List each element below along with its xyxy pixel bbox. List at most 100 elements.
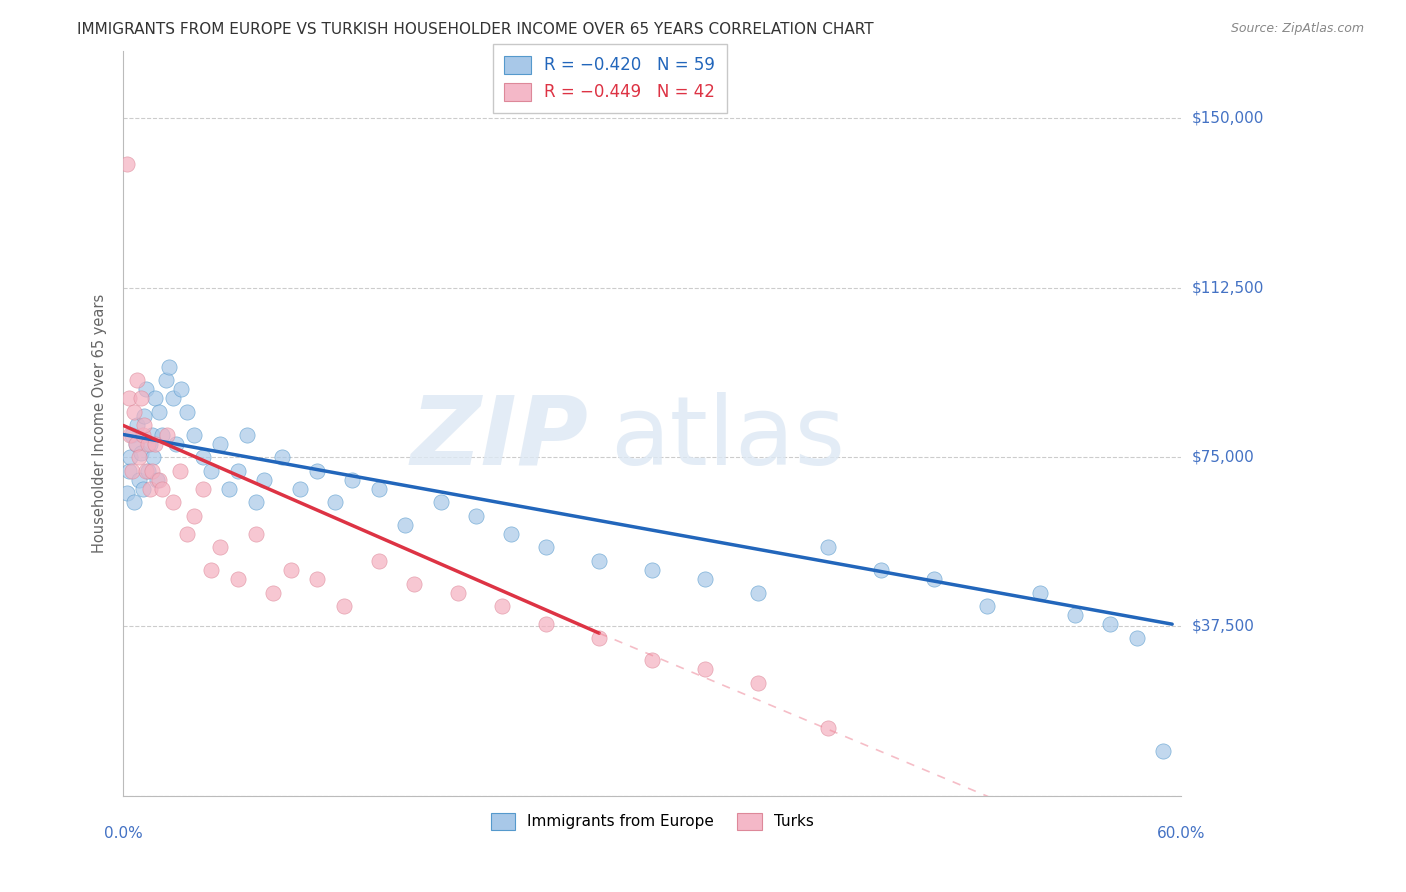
- Point: [429, 495, 451, 509]
- Point: [134, 418, 156, 433]
- Point: [117, 464, 139, 478]
- Point: [191, 450, 214, 464]
- Point: [1064, 608, 1087, 623]
- Point: [641, 653, 664, 667]
- Point: [148, 473, 170, 487]
- Point: [870, 563, 893, 577]
- Point: [139, 482, 162, 496]
- Point: [134, 409, 156, 424]
- Point: [536, 541, 558, 555]
- Point: [136, 464, 159, 478]
- Point: [323, 495, 346, 509]
- Point: [124, 436, 146, 450]
- Text: $75,000: $75,000: [1192, 450, 1254, 465]
- Text: $150,000: $150,000: [1192, 111, 1264, 126]
- Point: [135, 382, 157, 396]
- Point: [191, 482, 214, 496]
- Point: [121, 464, 143, 478]
- Point: [235, 427, 257, 442]
- Point: [146, 473, 169, 487]
- Point: [1099, 617, 1122, 632]
- Point: [120, 427, 142, 442]
- Point: [131, 482, 153, 496]
- Point: [141, 464, 163, 478]
- Point: [121, 427, 143, 442]
- Point: [139, 436, 162, 450]
- Point: [271, 450, 294, 464]
- Point: [115, 486, 138, 500]
- Point: [150, 482, 173, 496]
- Point: [129, 445, 152, 459]
- Text: $37,500: $37,500: [1192, 619, 1256, 634]
- Point: [536, 617, 558, 632]
- Point: [226, 572, 249, 586]
- Text: $112,500: $112,500: [1192, 280, 1264, 295]
- Point: [141, 427, 163, 442]
- Point: [127, 373, 149, 387]
- Point: [693, 572, 716, 586]
- Point: [142, 450, 165, 464]
- Point: [342, 473, 364, 487]
- Point: [218, 482, 240, 496]
- Point: [491, 599, 513, 613]
- Point: [394, 517, 416, 532]
- Point: [120, 450, 142, 464]
- Point: [148, 405, 170, 419]
- Point: [165, 436, 187, 450]
- Point: [464, 508, 486, 523]
- Point: [817, 541, 839, 555]
- Point: [922, 572, 945, 586]
- Point: [143, 392, 166, 406]
- Point: [127, 418, 149, 433]
- Point: [124, 436, 146, 450]
- Legend: Immigrants from Europe, Turks: Immigrants from Europe, Turks: [479, 802, 824, 840]
- Point: [128, 450, 150, 464]
- Point: [245, 526, 267, 541]
- Point: [641, 563, 664, 577]
- Point: [122, 405, 145, 419]
- Point: [117, 392, 139, 406]
- Point: [150, 427, 173, 442]
- Point: [332, 599, 354, 613]
- Point: [128, 473, 150, 487]
- Point: [200, 464, 222, 478]
- Point: [122, 495, 145, 509]
- Point: [501, 526, 523, 541]
- Point: [129, 392, 152, 406]
- Point: [367, 482, 389, 496]
- Text: ZIP: ZIP: [411, 392, 589, 484]
- Point: [747, 676, 769, 690]
- Point: [183, 427, 205, 442]
- Point: [588, 554, 610, 568]
- Point: [280, 563, 302, 577]
- Point: [367, 554, 389, 568]
- Text: atlas: atlas: [610, 392, 845, 484]
- Point: [131, 427, 153, 442]
- Point: [747, 585, 769, 599]
- Point: [115, 156, 138, 170]
- Point: [136, 436, 159, 450]
- Point: [209, 541, 232, 555]
- Point: [226, 464, 249, 478]
- Point: [447, 585, 470, 599]
- Point: [588, 631, 610, 645]
- Point: [183, 508, 205, 523]
- Point: [307, 572, 329, 586]
- Point: [307, 464, 329, 478]
- Point: [200, 563, 222, 577]
- Point: [245, 495, 267, 509]
- Text: Source: ZipAtlas.com: Source: ZipAtlas.com: [1230, 22, 1364, 36]
- Point: [169, 464, 191, 478]
- Text: IMMIGRANTS FROM EUROPE VS TURKISH HOUSEHOLDER INCOME OVER 65 YEARS CORRELATION C: IMMIGRANTS FROM EUROPE VS TURKISH HOUSEH…: [77, 22, 875, 37]
- Point: [135, 464, 157, 478]
- Point: [176, 405, 198, 419]
- Point: [155, 373, 177, 387]
- Point: [976, 599, 998, 613]
- Point: [176, 526, 198, 541]
- Point: [143, 436, 166, 450]
- Point: [156, 427, 179, 442]
- Point: [253, 473, 276, 487]
- Point: [288, 482, 311, 496]
- Point: [1152, 743, 1174, 757]
- Point: [693, 662, 716, 676]
